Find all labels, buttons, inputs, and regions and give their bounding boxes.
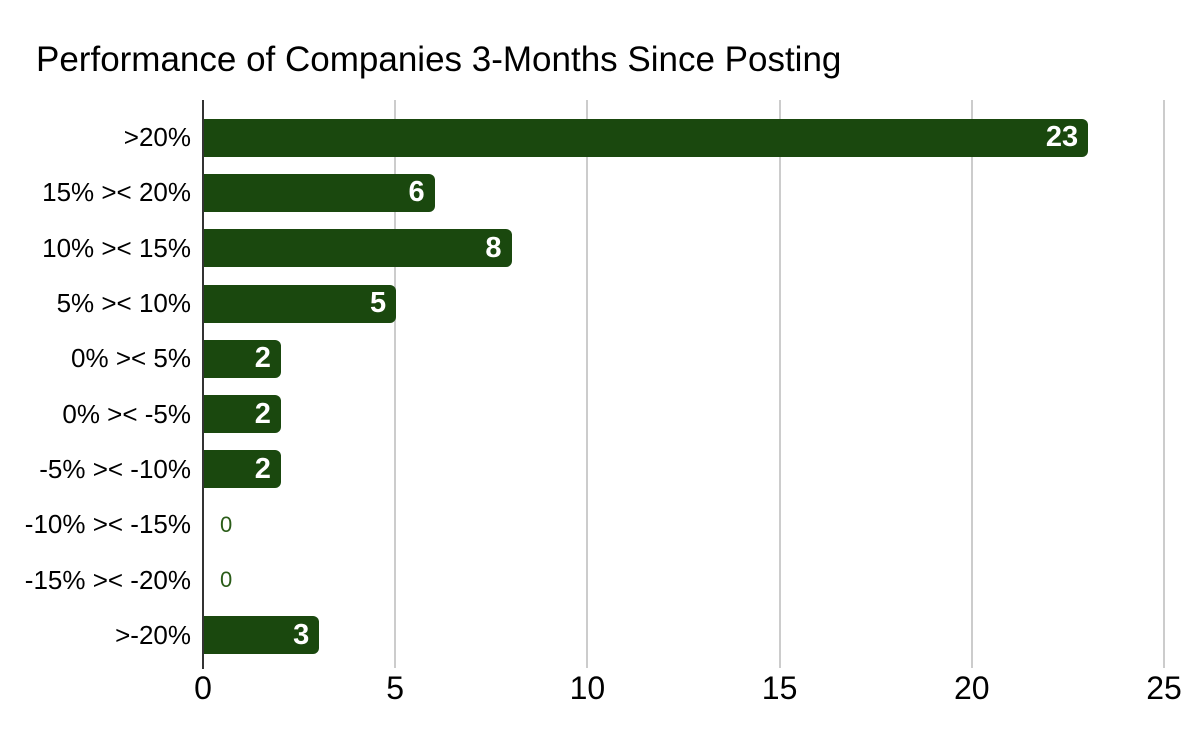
category-label: 15% >< 20% [42, 177, 191, 208]
bar[interactable]: 5 [204, 284, 397, 323]
bar-track: 6 [204, 173, 1200, 212]
bar-track: 23 [204, 118, 1200, 157]
bar-value-label: 3 [293, 618, 310, 651]
x-tick-label: 20 [954, 670, 990, 706]
bar-row: 10% >< 15% 8 [0, 221, 1200, 276]
bar[interactable]: 2 [204, 450, 281, 489]
bar-track: 8 [204, 229, 1200, 268]
bar-row: >20% 23 [0, 110, 1200, 165]
bar-row: 15% >< 20% 6 [0, 165, 1200, 220]
bar-value-label: 5 [370, 287, 387, 320]
bar-value-label: 8 [485, 231, 502, 264]
bar-value-label: 2 [254, 342, 271, 375]
bar-row: -5% >< -10% 2 [0, 442, 1200, 497]
x-tick-label: 5 [386, 670, 405, 706]
bar-track: 2 [204, 339, 1200, 378]
bar-row: -15% >< -20% 0 [0, 552, 1200, 607]
bar-track: 0 [204, 506, 1200, 544]
bar-track: 5 [204, 284, 1200, 323]
category-label: -5% >< -10% [39, 453, 191, 484]
bar-row: 5% >< 10% 5 [0, 276, 1200, 331]
bar[interactable]: 6 [204, 173, 435, 212]
x-tick-label: 15 [761, 670, 798, 706]
zero-value-label: 0 [220, 567, 233, 593]
gridline [586, 100, 589, 668]
bar-track: 3 [204, 616, 1200, 655]
bar[interactable]: 2 [204, 339, 281, 378]
y-axis-line [202, 100, 204, 669]
category-label: -15% >< -20% [24, 564, 191, 595]
x-tick-label: 10 [569, 670, 606, 706]
bar-track: 2 [204, 450, 1200, 489]
bar-value-label: 6 [408, 176, 425, 209]
bar-track: 2 [204, 395, 1200, 434]
bar[interactable]: 8 [204, 229, 512, 268]
gridline [394, 100, 397, 668]
category-label: -10% >< -15% [24, 509, 191, 540]
bar-row: 0% >< 5% 2 [0, 331, 1200, 386]
bar-rows: >20% 23 15% >< 20% 6 10% >< 15% 8 5% >< 10% 5 0%… [0, 110, 1200, 663]
zero-value-label: 0 [220, 511, 233, 537]
bar-row: 0% >< -5% 2 [0, 386, 1200, 441]
bar-track: 0 [204, 561, 1200, 599]
category-label: 0% >< 5% [71, 343, 191, 374]
x-tick-label: 25 [1146, 670, 1182, 706]
category-label: 10% >< 15% [42, 232, 191, 263]
bar[interactable]: 2 [204, 395, 281, 434]
gridline [778, 100, 781, 668]
bar-row: -10% >< -15% 0 [0, 497, 1200, 552]
bar-value-label: 23 [1045, 121, 1079, 154]
x-axis: 0 5 10 15 20 25 [0, 668, 1200, 714]
plot-area: >20% 23 15% >< 20% 6 10% >< 15% 8 5% >< 10% 5 0%… [0, 100, 1200, 669]
bar[interactable]: 23 [204, 118, 1089, 157]
bar-value-label: 2 [254, 397, 271, 430]
gridline [1163, 100, 1165, 668]
category-label: >-20% [115, 619, 191, 650]
category-label: >20% [123, 122, 191, 153]
category-label: 5% >< 10% [56, 288, 191, 319]
category-label: 0% >< -5% [62, 398, 191, 429]
bar-value-label: 2 [254, 452, 271, 485]
bar-row: >-20% 3 [0, 608, 1200, 663]
chart-title: Performance of Companies 3-Months Since … [36, 40, 842, 79]
bar[interactable]: 3 [204, 616, 320, 655]
x-tick-label: 0 [194, 670, 212, 706]
gridline [970, 100, 973, 668]
